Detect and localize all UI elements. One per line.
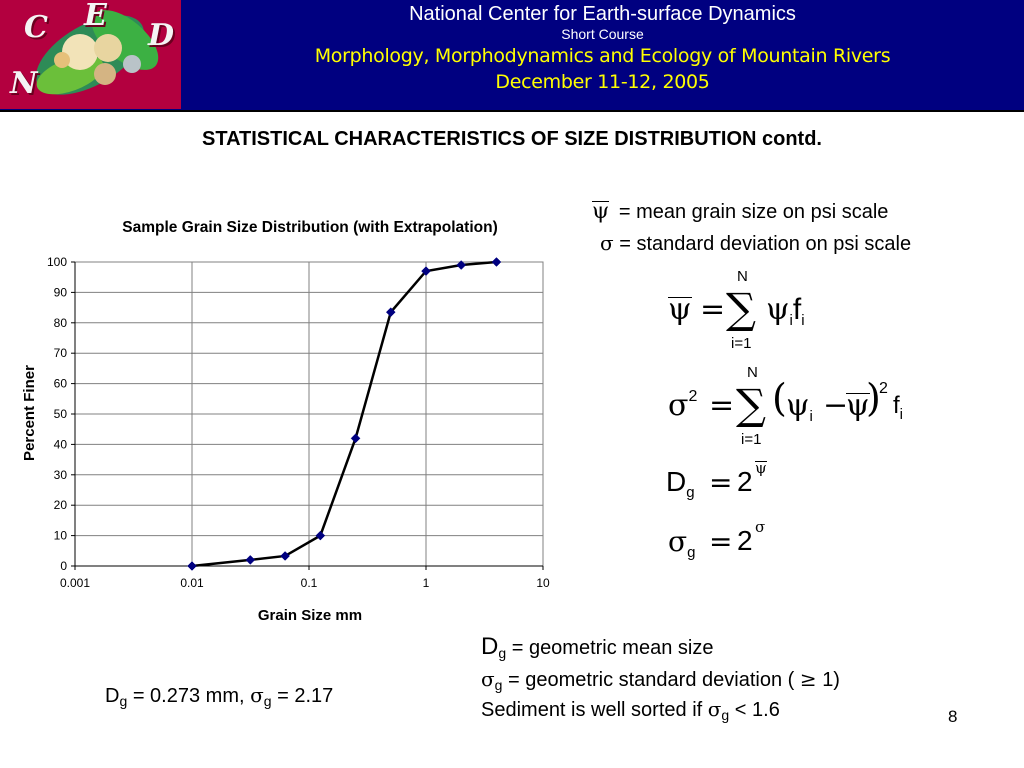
y-tick-label: 50 — [54, 407, 68, 421]
x-tick-label: 0.01 — [180, 576, 204, 590]
logo-letter-n: N — [10, 66, 38, 101]
course-title: Morphology, Morphodynamics and Ecology o… — [314, 45, 891, 67]
x-tick-label: 10 — [536, 576, 550, 590]
sum-lower-limit: i=1 — [731, 335, 752, 352]
summation-symbol: ∑ — [726, 284, 756, 333]
sigma-symbol: σ — [600, 231, 614, 255]
x-tick-label: 0.1 — [301, 576, 318, 590]
logo-letter-e: E — [84, 0, 107, 33]
data-point — [315, 530, 326, 541]
sigma-definition: σ = standard deviation on psi scale — [600, 231, 912, 255]
sum-lower-limit: i=1 — [741, 431, 762, 448]
y-tick-label: 20 — [54, 498, 68, 512]
y-tick-label: 80 — [54, 316, 68, 330]
y-tick-label: 90 — [54, 285, 68, 299]
data-point — [385, 307, 396, 318]
psi-bar-symbol: ψ — [846, 388, 870, 423]
center-name: National Center for Earth-surface Dynami… — [409, 3, 796, 25]
data-point — [421, 266, 431, 276]
dg-definition: Dg = geometric mean size — [481, 633, 714, 661]
x-tick-label: 0.001 — [60, 576, 90, 590]
data-point — [187, 561, 197, 571]
sum-upper-limit: N — [737, 268, 748, 285]
y-tick-label: 60 — [54, 377, 68, 391]
course-date: December 11-12, 2005 — [495, 71, 710, 93]
sigma-exponent: σ — [755, 518, 766, 536]
psi-bar-definition: ψ = mean grain size on psi scale — [592, 199, 889, 224]
course-type: Short Course — [561, 26, 644, 42]
data-point — [280, 551, 290, 561]
header-text: National Center for Earth-surface Dynami… — [181, 0, 1024, 110]
x-tick-label: 1 — [423, 576, 430, 590]
sum-upper-limit: N — [747, 364, 758, 381]
sigmag-definition: σg = geometric standard deviation ( ≥ 1) — [481, 667, 840, 693]
logo-graphic — [35, 10, 159, 95]
y-tick-label: 0 — [60, 559, 67, 573]
data-point — [350, 433, 361, 444]
chart-title: Sample Grain Size Distribution (with Ext… — [122, 219, 497, 236]
y-tick-label: 100 — [47, 255, 67, 269]
slide-title: STATISTICAL CHARACTERISTICS OF SIZE DIST… — [202, 128, 822, 150]
y-tick-label: 30 — [54, 468, 68, 482]
nced-logo: C E D N — [0, 0, 181, 109]
y-tick-label: 10 — [54, 529, 68, 543]
x-axis-label: Grain Size mm — [258, 607, 362, 624]
plot-area: 0 10 20 30 40 50 60 70 80 90 100 0.001 0.01 0.1 1 10 — [47, 255, 550, 590]
logo-letter-c: C — [24, 10, 48, 45]
data-point — [456, 260, 467, 270]
data-point — [245, 555, 256, 565]
psi-bar-exponent: ψ — [755, 459, 767, 477]
data-point — [491, 257, 502, 267]
page-number: 8 — [948, 707, 958, 726]
y-tick-label: 40 — [54, 437, 68, 451]
logo-letter-d: D — [148, 18, 175, 53]
result-values: Dg = 0.273 mm, σg = 2.17 — [105, 683, 334, 709]
psi-bar-symbol: ψ — [592, 199, 610, 224]
header-banner: C E D N National Center for Earth-surfac… — [0, 0, 1024, 112]
grain-size-chart: Sample Grain Size Distribution (with Ext… — [21, 219, 550, 624]
psi-bar-lhs: ψ — [668, 292, 692, 327]
sorting-criterion: Sediment is well sorted if σg < 1.6 — [481, 697, 780, 723]
summation-symbol: ∑ — [736, 380, 766, 429]
y-axis-label: Percent Finer — [21, 365, 38, 461]
y-tick-label: 70 — [54, 346, 68, 360]
